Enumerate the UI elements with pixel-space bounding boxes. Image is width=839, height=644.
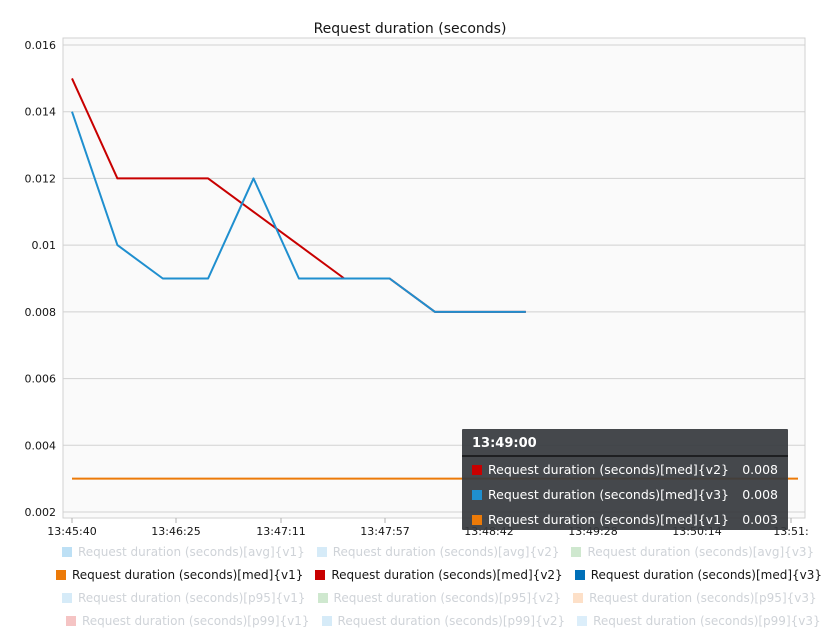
tooltip-title: 13:49:00 — [462, 429, 788, 457]
x-tick-label: 13:45:40 — [47, 525, 96, 538]
legend-item[interactable]: Request duration (seconds)[p99]{v1} — [66, 614, 310, 628]
legend-swatch — [62, 547, 72, 557]
tooltip-series-name: Request duration (seconds)[med]{v3} — [488, 487, 729, 502]
legend-swatch — [66, 616, 76, 626]
legend-item[interactable]: Request duration (seconds)[med]{v2} — [315, 568, 563, 582]
tooltip-row: Request duration (seconds)[med]{v3} 0.008 — [462, 482, 788, 507]
hover-tooltip: 13:49:00 Request duration (seconds)[med]… — [462, 429, 788, 530]
legend-label: Request duration (seconds)[p95]{v2} — [333, 591, 562, 605]
y-tick-label: 0.014 — [25, 106, 57, 119]
legend-swatch — [574, 570, 585, 580]
legend-row: Request duration (seconds)[p95]{v1} Reque… — [62, 591, 829, 605]
legend-item[interactable]: Request duration (seconds)[med]{v3} — [574, 568, 823, 582]
legend-row: Request duration (seconds)[p99]{v1} Reque… — [66, 614, 833, 628]
legend-item[interactable]: Request duration (seconds)[p95]{v1} — [62, 591, 306, 605]
y-tick-label: 0.002 — [25, 506, 57, 519]
y-tick-label: 0.004 — [25, 439, 57, 452]
legend-label: Request duration (seconds)[avg]{v2} — [332, 545, 560, 559]
y-tick-label: 0.01 — [32, 239, 57, 252]
series-line-1[interactable] — [71, 111, 526, 313]
legend-swatch — [571, 547, 582, 557]
tooltip-row: Request duration (seconds)[med]{v2} 0.008 — [462, 457, 788, 482]
tooltip-series-value: 0.008 — [742, 462, 778, 477]
legend-item[interactable]: Request duration (seconds)[med]{v1} — [56, 568, 303, 582]
legend-swatch — [577, 616, 588, 626]
legend-item[interactable]: Request duration (seconds)[avg]{v1} — [62, 545, 305, 559]
legend-item[interactable]: Request duration (seconds)[p99]{v2} — [321, 614, 566, 628]
legend-label: Request duration (seconds)[p95]{v3} — [589, 591, 817, 605]
x-tick-label: 13:47:57 — [360, 525, 409, 538]
chart-title: Request duration (seconds) — [314, 21, 507, 37]
tooltip-swatch — [472, 514, 482, 525]
y-tick-label: 0.012 — [25, 172, 57, 185]
tooltip-row: Request duration (seconds)[med]{v1} 0.003 — [462, 507, 788, 532]
legend-label: Request duration (seconds)[med]{v1} — [72, 568, 304, 582]
legend-label: Request duration (seconds)[p95]{v1} — [78, 591, 306, 605]
x-tick-label: 13:46:25 — [151, 525, 200, 538]
legend-label: Request duration (seconds)[med]{v3} — [590, 568, 823, 582]
legend-item[interactable]: Request duration (seconds)[avg]{v3} — [571, 545, 814, 559]
legend-swatch — [321, 616, 332, 626]
tooltip-swatch — [472, 489, 482, 500]
legend-swatch — [573, 593, 584, 603]
legend-swatch — [62, 593, 72, 603]
tooltip-series-value: 0.008 — [742, 487, 778, 502]
legend-label: Request duration (seconds)[p99]{v3} — [593, 614, 821, 628]
legend-row: Request duration (seconds)[avg]{v1} Reque… — [62, 545, 826, 559]
tooltip-rows: Request duration (seconds)[med]{v2} 0.008… — [462, 457, 788, 532]
tooltip-series-name: Request duration (seconds)[med]{v2} — [488, 462, 729, 477]
x-tick-label: 13:47:11 — [256, 525, 305, 538]
tooltip-swatch — [472, 464, 482, 475]
legend-swatch — [315, 570, 326, 580]
y-tick-label: 0.006 — [25, 373, 57, 386]
legend-item[interactable]: Request duration (seconds)[avg]{v2} — [316, 545, 560, 559]
legend-label: Request duration (seconds)[p99]{v2} — [337, 614, 566, 628]
y-tick-label: 0.008 — [25, 306, 57, 319]
legend-label: Request duration (seconds)[avg]{v1} — [78, 545, 305, 559]
legend-item[interactable]: Request duration (seconds)[p95]{v3} — [573, 591, 817, 605]
legend-label: Request duration (seconds)[med]{v2} — [331, 568, 563, 582]
legend-item[interactable]: Request duration (seconds)[p99]{v3} — [577, 614, 821, 628]
tooltip-series-name: Request duration (seconds)[med]{v1} — [488, 512, 729, 527]
legend-item[interactable]: Request duration (seconds)[p95]{v2} — [317, 591, 562, 605]
legend-label: Request duration (seconds)[avg]{v3} — [587, 545, 815, 559]
legend-swatch — [316, 547, 327, 557]
y-tick-label: 0.016 — [25, 39, 57, 52]
legend-row: Request duration (seconds)[med]{v1} Reque… — [56, 568, 834, 582]
y-axis: 0.016 0.014 0.012 0.01 0.008 0.006 0.004 0.002 — [25, 39, 57, 519]
legend-swatch — [56, 570, 66, 580]
legend-label: Request duration (seconds)[p99]{v1} — [82, 614, 310, 628]
legend-swatch — [317, 593, 328, 603]
tooltip-series-value: 0.003 — [742, 512, 778, 527]
